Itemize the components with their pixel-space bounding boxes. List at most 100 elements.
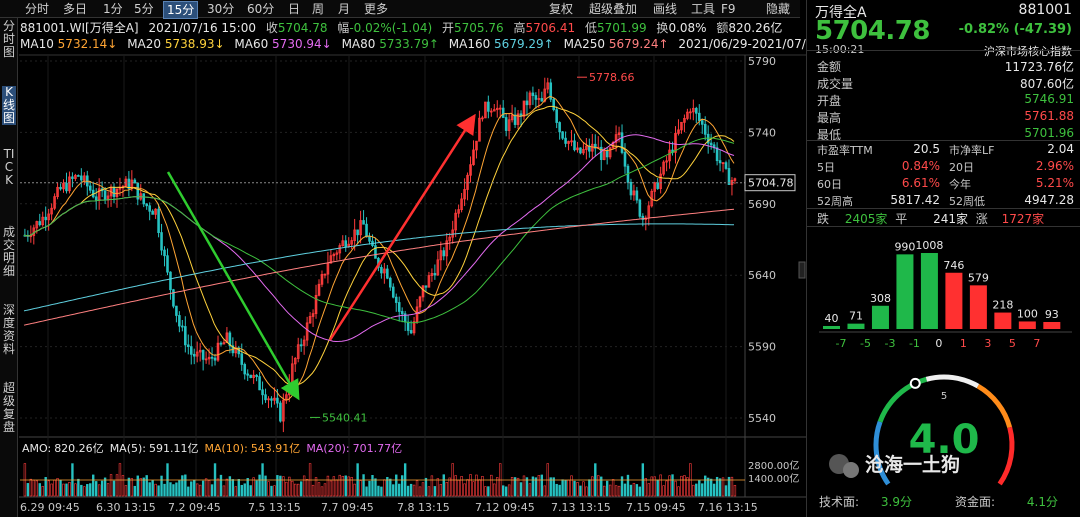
price-tick-0: 5790 [748, 55, 776, 68]
candle-body [546, 82, 550, 90]
timeframe-tab-7[interactable]: 日 [288, 2, 301, 16]
candle-body [386, 268, 389, 279]
turnover-label: 换 [656, 21, 669, 35]
amo-legend: AMO: 820.26亿 MA(5): 591.11亿 MA(10): 543.91亿 MA… [22, 442, 402, 455]
candle-body [540, 98, 544, 102]
candle-body [641, 215, 645, 220]
volume-bar [193, 479, 196, 497]
timeframe-tab-10[interactable]: 更多 [364, 2, 389, 16]
amount-label: 额 [716, 21, 729, 35]
volume-bar [198, 484, 202, 497]
down-label: 跌 [817, 212, 830, 226]
side-tab-2[interactable]: TICK [3, 147, 15, 187]
dist-bin-2: -3 [884, 337, 895, 350]
volume-bar [65, 483, 68, 497]
candle-body [178, 315, 181, 327]
candle-body [427, 275, 431, 288]
timeframe-tab-5[interactable]: 30分 [207, 2, 235, 16]
timeframe-tab-9[interactable]: 月 [338, 2, 351, 16]
toolbar-tool-1[interactable]: 超级叠加 [589, 2, 638, 16]
gauge-knob [909, 377, 921, 389]
candle-body [665, 160, 668, 163]
volume-bar [228, 476, 232, 497]
candle-body [528, 92, 532, 106]
dist-bin-7: 5 [1009, 337, 1016, 350]
toolbar-tool-2[interactable]: 画线 [653, 2, 678, 16]
side-tab-3[interactable]: 成交明细 [2, 225, 15, 278]
volume-bar [392, 484, 395, 497]
candle-body [394, 296, 398, 303]
gauge-arc-white [925, 374, 980, 389]
candle-body [537, 98, 541, 100]
turnover-value: 0.08% [668, 21, 707, 35]
candle-body [77, 175, 80, 177]
volume-bar [614, 485, 618, 497]
volume-bar [68, 482, 71, 497]
close-label: 收 [265, 21, 278, 35]
volume-bar [490, 474, 493, 497]
candle-body [510, 114, 514, 121]
candle-body [38, 221, 42, 226]
kline-chart[interactable]: 5790 5740 5690 5640 5590 5540 5704.78 5778.66 55… [0, 0, 806, 517]
volume-bar [662, 485, 665, 497]
candle-body [599, 146, 603, 160]
candle-body [41, 216, 45, 226]
stat-value-3: 5761.88 [1024, 109, 1074, 123]
stat-value-0: 11723.76亿 [1004, 60, 1074, 74]
volume-bar [305, 479, 309, 497]
ma60-value: 5730.94↓ [272, 37, 332, 51]
volume-bar [683, 475, 686, 497]
pair-label-a-3: 52周高 [817, 195, 853, 208]
volume-bar [570, 475, 573, 497]
volume-bar [466, 479, 469, 497]
candle-body [558, 122, 561, 133]
volume-bar [626, 474, 630, 497]
volume-bar [579, 485, 582, 497]
timeframe-tab-3[interactable]: 5分 [134, 2, 154, 16]
side-tab-4[interactable]: 深度资料 [2, 303, 15, 356]
volume-bar [353, 483, 356, 497]
volume-bar [573, 480, 576, 497]
side-tab-0[interactable]: 分时图 [2, 19, 15, 59]
toolbar-tool-4[interactable]: F9 [721, 2, 736, 16]
timeframe-tab-8[interactable]: 周 [312, 2, 325, 16]
high-label: 高 [513, 21, 526, 35]
candle-body [579, 147, 582, 154]
toolbar-tool-3[interactable]: 工具 [691, 2, 716, 16]
timeframe-tab-0[interactable]: 分时 [25, 2, 50, 16]
amo-ma10-label: MA(10): [205, 442, 248, 455]
index-code: 881001 [1018, 2, 1072, 18]
timeframe-tab-2[interactable]: 1分 [103, 2, 123, 16]
panel-collapse-handle[interactable] [798, 261, 806, 279]
candle-body [662, 161, 665, 175]
volume-bar [80, 484, 83, 497]
volume-bar [644, 478, 647, 497]
candle-body [555, 109, 558, 123]
volume-bar [83, 486, 86, 497]
timeframe-tab-6[interactable]: 60分 [247, 2, 275, 16]
low-value: 5701.99 [596, 21, 647, 35]
toolbar-tool-5[interactable]: 隐藏 [766, 2, 791, 16]
candle-body [296, 344, 300, 359]
volume-bar [297, 483, 300, 497]
volume-bar [26, 483, 30, 497]
volume-bar [255, 480, 258, 497]
volume-bar [730, 476, 734, 497]
volume-bar [136, 475, 139, 497]
tech-score: 技术面: 3.9分 [819, 493, 912, 510]
fund-score: 资金面: 4.1分 [955, 493, 1058, 510]
volume-bar [727, 476, 731, 497]
side-tab-5[interactable]: 超级复盘 [2, 381, 15, 434]
side-tab-1[interactable]: K线图 [2, 85, 16, 125]
up-label: 涨 [975, 212, 988, 226]
candle-body [418, 296, 422, 308]
candle-body [320, 274, 324, 285]
volume-bar [454, 475, 457, 497]
abs-change: (-47.39) [1013, 22, 1072, 37]
volume-bar [302, 475, 306, 497]
volume-bar [650, 476, 653, 497]
timeframe-tab-1[interactable]: 多日 [63, 2, 88, 16]
candle-body [50, 207, 53, 215]
timeframe-tab-4[interactable]: 15分 [163, 1, 199, 19]
toolbar-tool-0[interactable]: 复权 [549, 2, 574, 16]
